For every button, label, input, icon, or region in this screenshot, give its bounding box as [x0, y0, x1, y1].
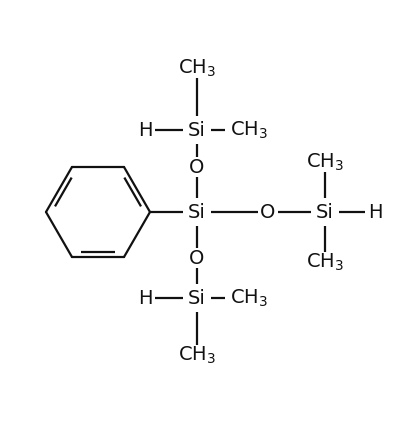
Text: CH$_3$: CH$_3$ [306, 252, 344, 273]
Text: CH$_3$: CH$_3$ [178, 344, 216, 365]
Text: O: O [189, 249, 205, 268]
Text: CH$_3$: CH$_3$ [306, 151, 344, 173]
Text: Si: Si [188, 289, 206, 308]
Text: CH$_3$: CH$_3$ [178, 57, 216, 78]
Text: CH$_3$: CH$_3$ [230, 119, 268, 141]
Text: H: H [368, 203, 382, 222]
Text: Si: Si [188, 203, 206, 222]
Text: CH$_3$: CH$_3$ [230, 287, 268, 308]
Text: H: H [138, 289, 152, 308]
Text: Si: Si [316, 203, 334, 222]
Text: Si: Si [188, 121, 206, 140]
Text: O: O [189, 157, 205, 176]
Text: O: O [260, 203, 276, 222]
Text: H: H [138, 121, 152, 140]
